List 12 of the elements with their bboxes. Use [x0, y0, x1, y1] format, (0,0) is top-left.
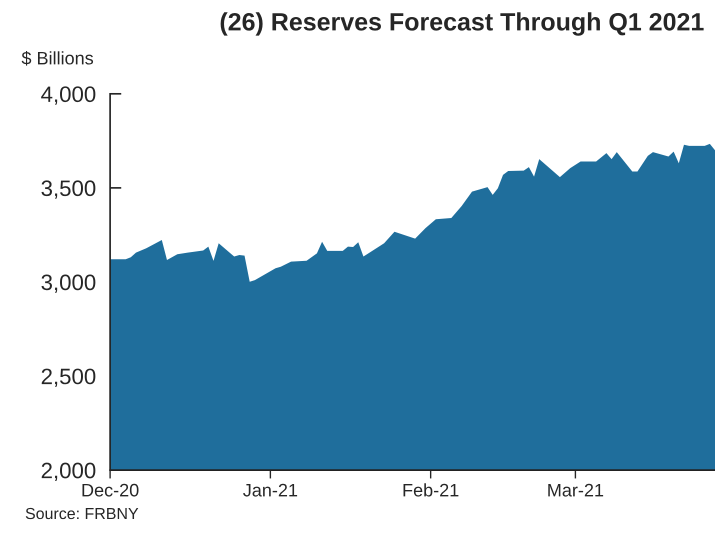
y-tick-label: 4,000 [41, 86, 96, 105]
y-tick-label: 3,500 [41, 180, 96, 199]
source-note: Source: FRBNY [26, 508, 138, 520]
chart-title: (26) Reserves Forecast Through Q1 2021 [220, 12, 704, 36]
x-tick-label: Dec-20 [82, 484, 139, 497]
x-tick-label: Mar-21 [548, 484, 604, 497]
y-axis-title: $ Billions [22, 51, 94, 66]
y-tick-label: 2,000 [42, 462, 96, 481]
y-tick-label: 3,000 [41, 274, 96, 293]
y-tick-label: 2,500 [42, 368, 96, 387]
x-tick-label: Feb-21 [404, 483, 458, 497]
x-tick-label: Jan-21 [243, 484, 298, 497]
